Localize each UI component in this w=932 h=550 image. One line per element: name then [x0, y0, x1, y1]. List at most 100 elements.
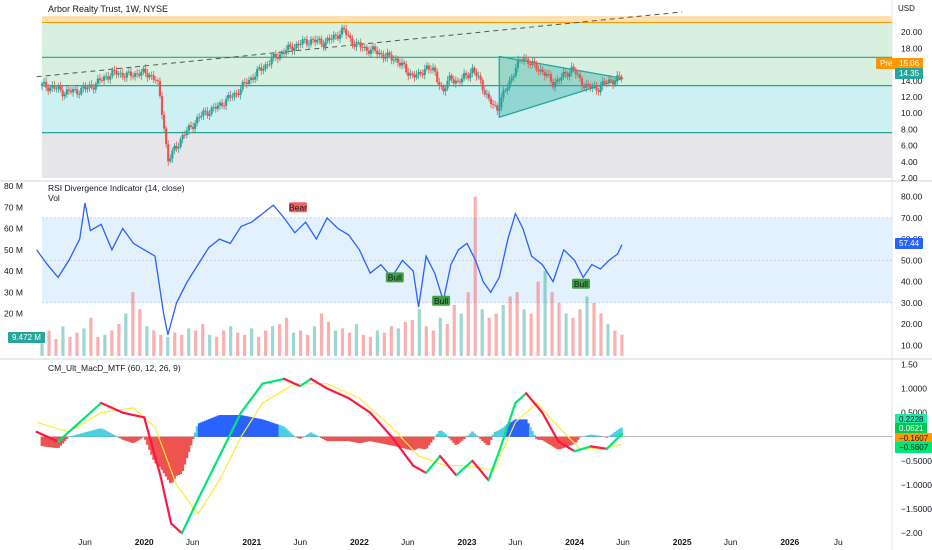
candle-body: [96, 78, 99, 84]
candle-body: [303, 39, 306, 41]
volume-bar: [466, 292, 470, 356]
price-zone-teal: [42, 85, 892, 133]
candle-body: [456, 80, 459, 82]
macd-histogram-bar: [55, 436, 58, 449]
candle-body: [204, 110, 207, 112]
macd-histogram-bar: [619, 427, 623, 437]
candle-body: [86, 87, 89, 90]
volume-bar: [480, 309, 484, 356]
macd-histogram-bar: [251, 417, 255, 437]
price-axis-tick: 2.00: [901, 173, 918, 183]
candle-body: [345, 29, 348, 35]
rsi-axis-tick: 10.00: [901, 340, 923, 350]
macd-histogram-bar: [46, 436, 50, 447]
volume-bar: [347, 332, 352, 356]
macd-histogram-bar: [417, 436, 420, 449]
candle-body: [318, 38, 321, 41]
candle-body: [158, 81, 162, 97]
macd-histogram-bar: [206, 419, 209, 437]
candle-body: [305, 39, 308, 45]
volume-bar: [194, 330, 198, 356]
macd-histogram-bar: [65, 436, 69, 439]
macd-histogram-bar: [475, 435, 478, 437]
rsi-title: RSI Divergence Indicator (14, close): [48, 183, 185, 193]
candle-body: [268, 64, 271, 66]
candle-body: [177, 146, 180, 149]
macd-histogram-bar: [615, 430, 619, 437]
macd-title: CM_Ult_MacD_MTF (60, 12, 26, 9): [48, 363, 181, 373]
candle-body: [102, 76, 106, 81]
candle-body: [237, 93, 240, 96]
candle-body: [194, 123, 197, 129]
candle-body: [107, 76, 110, 80]
time-axis-tick: 2024: [565, 537, 584, 547]
macd-histogram-bar: [330, 436, 334, 442]
volume-bar: [138, 309, 142, 356]
candle-body: [531, 61, 534, 66]
candle-body: [527, 58, 530, 64]
candle-body: [59, 86, 62, 91]
macd-histogram-bar: [261, 419, 265, 437]
candle-body: [570, 66, 573, 73]
volume-bar: [110, 330, 114, 356]
candle-body: [371, 46, 375, 50]
macd-histogram-bar: [338, 436, 342, 442]
macd-histogram-bar: [530, 431, 534, 437]
macd-line-segment: [239, 382, 264, 414]
candle-body: [392, 60, 395, 61]
currency-label: USD: [898, 4, 915, 13]
macd-histogram-bar: [572, 436, 576, 445]
candle-body: [167, 144, 170, 162]
volume-axis-tick: 60 M: [4, 224, 23, 234]
time-axis-tick: Jun: [509, 537, 523, 547]
rsi-value-tag: 57.44: [895, 238, 924, 249]
macd-histogram-bar: [226, 415, 230, 437]
candle-body: [40, 83, 44, 86]
candle-body: [508, 80, 511, 88]
macd-histogram-bar: [528, 427, 532, 437]
candle-body: [556, 79, 559, 83]
macd-axis-tick: 1.50: [901, 359, 918, 369]
macd-line-segment: [261, 377, 286, 385]
macd-histogram-bar: [485, 436, 489, 445]
price-zone-green: [42, 22, 892, 86]
candle-body: [353, 44, 356, 47]
candle-body: [545, 73, 548, 77]
macd-axis-tick: 0.5000: [901, 408, 927, 418]
macd-histogram-bar: [160, 436, 164, 470]
macd-histogram-bar: [214, 416, 218, 437]
volume-bar: [215, 336, 219, 356]
time-axis-tick: 2020: [135, 537, 154, 547]
candle-body: [90, 84, 93, 88]
macd-histogram-bar: [210, 418, 214, 437]
macd-histogram-bar: [144, 436, 147, 440]
time-axis-tick: 2026: [780, 537, 799, 547]
candle-body: [603, 81, 606, 83]
macd-histogram-bar: [499, 428, 503, 437]
time-axis-tick: Jun: [186, 537, 200, 547]
macd-tag-4: −0.5607: [895, 442, 932, 453]
macd-histogram-bar: [332, 436, 336, 442]
volume-bar: [382, 332, 386, 356]
volume-axis-tick: 40 M: [4, 266, 23, 276]
macd-histogram-bar: [228, 415, 232, 437]
macd-histogram-bar: [400, 436, 404, 448]
volume-bar: [522, 309, 526, 356]
candle-body: [293, 48, 296, 51]
macd-axis-tick: −0.5000: [901, 456, 932, 466]
volume-bar: [305, 334, 310, 356]
macd-histogram-bar: [593, 435, 596, 437]
candle-body: [423, 69, 426, 75]
macd-line-segment: [299, 377, 313, 388]
macd-histogram-bar: [193, 432, 197, 437]
candle-body: [419, 72, 422, 74]
candle-body: [359, 42, 362, 48]
candle-body: [483, 90, 486, 95]
macd-histogram-bar: [129, 436, 133, 443]
macd-histogram-bar: [216, 415, 220, 437]
macd-histogram-bar: [127, 436, 131, 442]
candle-body: [378, 52, 381, 55]
volume-bar: [277, 324, 282, 356]
candle-body: [179, 139, 182, 147]
candle-body: [431, 67, 435, 71]
